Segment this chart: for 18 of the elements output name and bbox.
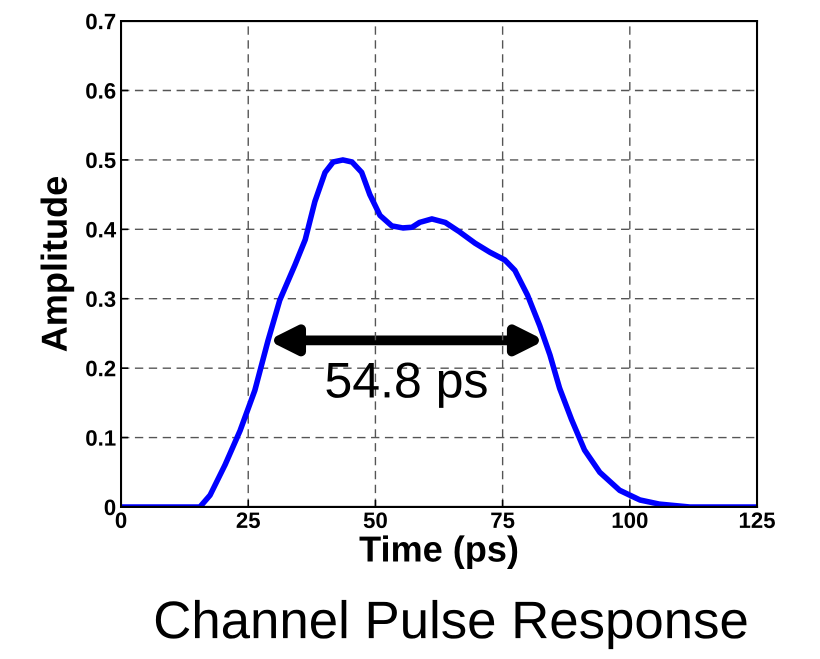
x-tick-label: 0	[116, 512, 126, 528]
y-tick-label: 0.5	[86, 152, 116, 168]
y-tick-label: 0.6	[86, 83, 116, 99]
y-tick-label: 0.7	[86, 14, 116, 30]
x-tick-label: 100	[612, 512, 648, 528]
y-tick-label: 0.3	[86, 291, 116, 308]
y-tick-label: 0.2	[86, 360, 116, 376]
x-axis-title: Time (ps)	[360, 535, 518, 569]
x-tick-label: 50	[364, 512, 387, 528]
text: Channel Pulse Response	[156, 600, 746, 650]
y-tick-label: 0.4	[86, 222, 116, 238]
x-tick-label: 125	[740, 512, 775, 528]
annotation: 54.8 ps	[326, 362, 487, 408]
y-axis-title: Amplitude	[40, 176, 74, 352]
x-tick-label: 25	[236, 512, 260, 528]
x-tick-label: 75	[491, 512, 514, 528]
y-tick-label: 0	[104, 500, 116, 516]
y-tick-label: 0.1	[86, 430, 116, 446]
